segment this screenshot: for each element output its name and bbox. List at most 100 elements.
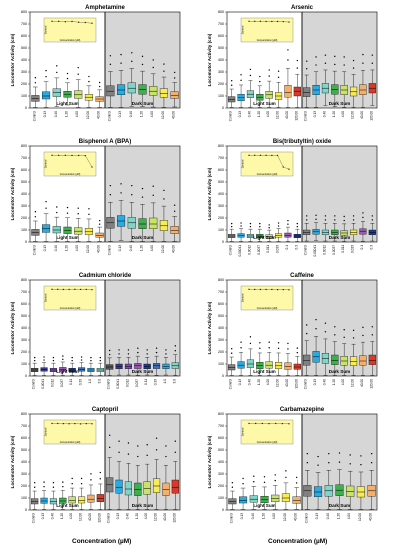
inset-survival-point xyxy=(271,289,272,290)
x-tick-label: 0.0041 xyxy=(116,379,120,389)
x-tick-label: 40.00 xyxy=(163,513,167,521)
outlier-point xyxy=(156,449,157,450)
box-light xyxy=(96,233,104,237)
inset-survival-point xyxy=(91,166,92,167)
outlier-point xyxy=(259,226,260,227)
outlier-point xyxy=(175,440,176,441)
dark-sum-label: Dark Sum xyxy=(329,369,350,374)
outlier-point xyxy=(296,477,297,478)
box-dark xyxy=(125,482,132,495)
x-tick-label: 0.011 xyxy=(341,245,345,253)
x-tick-label: 12.00 xyxy=(283,513,287,521)
outlier-point xyxy=(53,360,54,361)
outlier-point xyxy=(175,452,176,453)
inset-survival-point xyxy=(63,423,64,424)
outlier-point xyxy=(372,334,373,335)
inset-survival-point xyxy=(283,21,284,22)
outlier-point xyxy=(259,223,260,224)
y-tick-label: 500 xyxy=(218,314,224,318)
x-tick-label: 0.40 xyxy=(251,513,255,519)
inset-y-label: Survival xyxy=(242,25,245,34)
x-tick-label: 0.037 xyxy=(60,379,64,387)
x-tick-label: 0.012 xyxy=(50,379,54,387)
x-tick-label: 12.00 xyxy=(161,111,165,119)
box-dark xyxy=(163,483,170,496)
outlier-point xyxy=(362,335,363,336)
outlier-point xyxy=(118,353,119,354)
inset-survival-point xyxy=(260,289,261,290)
x-tick-label: Control xyxy=(32,111,36,122)
y-tick-label: 300 xyxy=(21,70,27,74)
outlier-point xyxy=(35,82,36,83)
outlier-point xyxy=(45,76,46,77)
inset-survival-point xyxy=(268,423,269,424)
outlier-point xyxy=(99,86,100,87)
x-tick-label: 1.20 xyxy=(257,379,261,385)
y-tick-label: 200 xyxy=(21,216,27,220)
outlier-point xyxy=(306,324,307,325)
outlier-point xyxy=(53,487,54,488)
y-tick-label: 800 xyxy=(218,144,224,148)
inset-survival-point xyxy=(69,289,70,290)
panel-title: Carbamazepine xyxy=(280,407,325,413)
x-tick-label: 1.20 xyxy=(140,111,144,117)
box-dark xyxy=(139,219,147,229)
y-tick-label: 800 xyxy=(218,278,224,282)
x-tick-label: 40.00 xyxy=(294,513,298,521)
outlier-point xyxy=(268,347,269,348)
x-tick-label: 0.0012 xyxy=(247,245,251,255)
inset-survival-point xyxy=(57,423,58,424)
outlier-point xyxy=(62,359,63,360)
y-tick-label: 300 xyxy=(21,472,27,476)
outlier-point xyxy=(88,214,89,215)
outlier-point xyxy=(131,52,132,53)
inset-survival-point xyxy=(58,155,59,156)
x-tick-label: 0.40 xyxy=(247,111,251,117)
outlier-point xyxy=(362,212,363,213)
y-tick-label: 0 xyxy=(222,240,224,244)
x-tick-label: 0.33 xyxy=(79,379,83,385)
y-tick-label: 800 xyxy=(21,10,27,14)
box-light xyxy=(293,497,301,504)
outlier-point xyxy=(259,348,260,349)
outlier-point xyxy=(306,333,307,334)
y-tick-label: 400 xyxy=(21,192,27,196)
outlier-point xyxy=(137,456,138,457)
panel-title: Cadmium chloride xyxy=(79,273,132,279)
box-light xyxy=(64,227,72,234)
outlier-point xyxy=(110,185,111,186)
box-dark xyxy=(350,87,357,96)
x-tick-label: Control xyxy=(32,245,36,256)
x-tick-label: 40.00 xyxy=(97,111,101,119)
x-tick-label: 0.011 xyxy=(266,245,270,253)
x-tick-label: 4.00 xyxy=(347,513,351,519)
outlier-point xyxy=(71,357,72,358)
outlier-point xyxy=(240,341,241,342)
outlier-point xyxy=(325,323,326,324)
outlier-point xyxy=(328,453,329,454)
box-light xyxy=(228,365,235,370)
outlier-point xyxy=(53,482,54,483)
inset-survival-point xyxy=(58,21,59,22)
x-tick-label: 12.00 xyxy=(358,513,362,521)
light-sum-label: Light Sum xyxy=(56,369,78,374)
y-axis-label: Locomotor Activity (cm) xyxy=(207,301,212,354)
y-tick-label: 400 xyxy=(218,58,224,62)
x-tick-label: 0.012 xyxy=(125,379,129,387)
light-sum-label: Light Sum xyxy=(56,101,78,106)
x-tick-label: 4.00 xyxy=(266,379,270,385)
x-tick-label: Control xyxy=(229,111,233,122)
outlier-point xyxy=(240,225,241,226)
outlier-point xyxy=(264,482,265,483)
x-tick-label: 0.33 xyxy=(154,379,158,385)
inset-survival-point xyxy=(51,155,52,156)
x-tick-label: 12.00 xyxy=(276,111,280,119)
outlier-point xyxy=(250,226,251,227)
inset-survival-point xyxy=(85,155,86,156)
inset-x-label: Concentration (µM) xyxy=(257,39,278,42)
outlier-point xyxy=(350,454,351,455)
x-tick-label: 1.20 xyxy=(332,111,336,117)
box-light xyxy=(229,499,237,504)
panel-title: Arsenic xyxy=(291,5,314,11)
